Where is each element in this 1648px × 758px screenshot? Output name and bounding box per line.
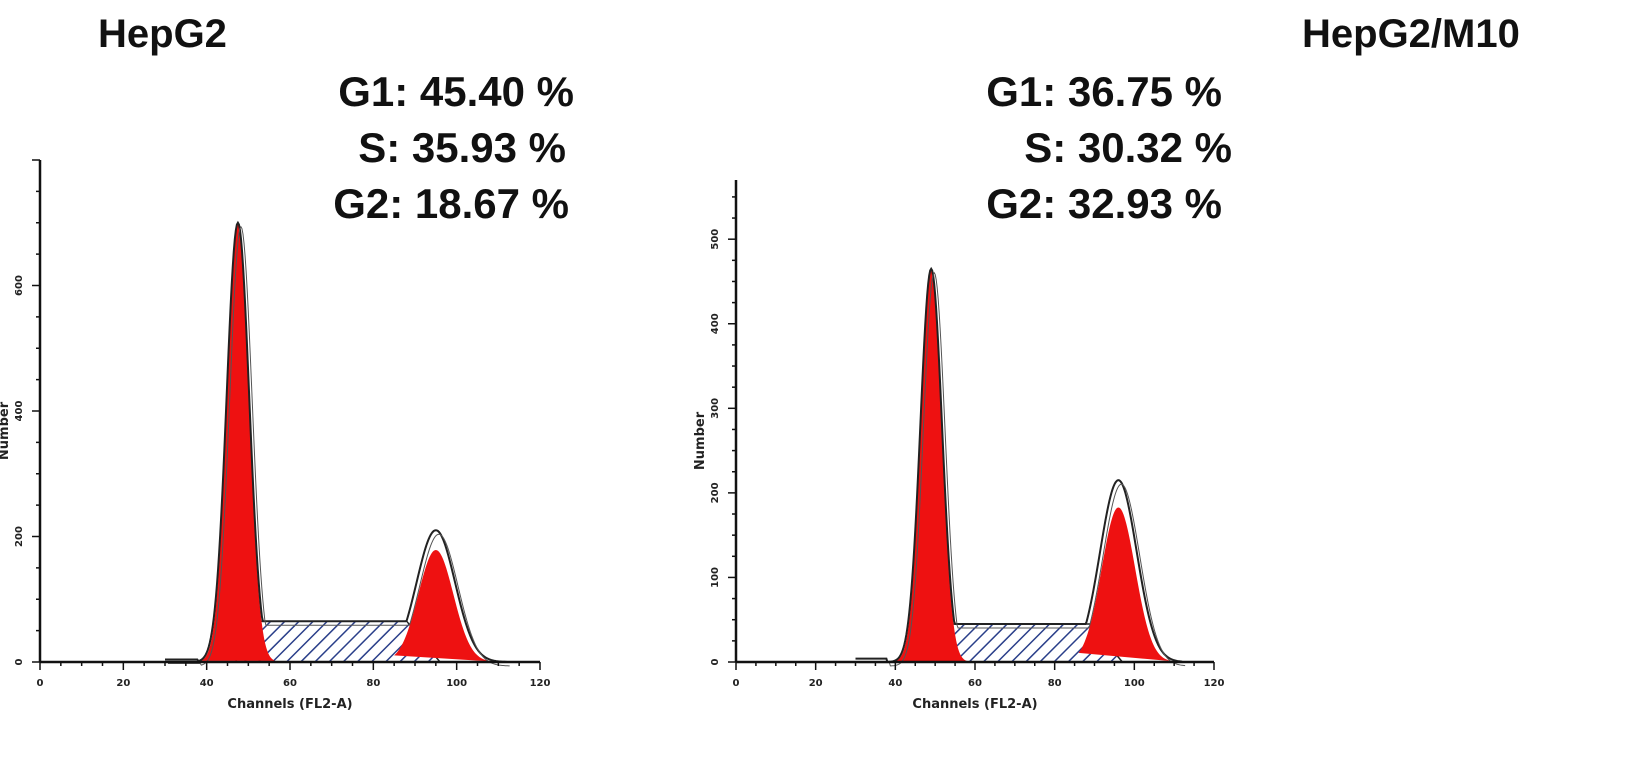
y-tick-label: 0 xyxy=(710,658,721,665)
phase-label-g1: G1: 45.40 % xyxy=(338,68,574,115)
x-tick-label: 60 xyxy=(968,678,982,689)
g1-peak xyxy=(200,222,276,661)
phase-label-g2: G2: 32.93 % xyxy=(986,180,1222,227)
histogram-outline-secondary xyxy=(858,271,1186,667)
y-tick-label: 400 xyxy=(710,313,721,334)
histogram-panel-hepg2: HepG2 G1: 45.40 % S: 35.93 % G2: 18.67 %… xyxy=(0,12,574,712)
y-axis-title: Number xyxy=(693,411,708,470)
y-tick-label: 0 xyxy=(14,658,25,665)
x-tick-label: 100 xyxy=(1124,678,1145,689)
histogram-panel-hepg2-m10: HepG2/M10 G1: 36.75 % S: 30.32 % G2: 32.… xyxy=(693,0,1648,758)
y-tick-label: 600 xyxy=(14,275,25,296)
x-tick-label: 20 xyxy=(116,678,130,689)
x-axis-title: Channels (FL2-A) xyxy=(912,697,1037,712)
phase-label-s: S: 30.32 % xyxy=(1024,124,1232,171)
x-tick-label: 120 xyxy=(1204,678,1225,689)
histogram-plot: 0 20 40 60 80 100 120 0 200 400 600 Channels (FL2-A… xyxy=(0,159,551,712)
y-tick-label: 300 xyxy=(710,398,721,419)
phase-label-s: S: 35.93 % xyxy=(358,124,566,171)
y-tick-label: 400 xyxy=(14,401,25,422)
histogram-plot: 0 20 40 60 80 100 120 0 100 200 300 400 500 Channels … xyxy=(693,180,1225,712)
g2-peak xyxy=(394,549,495,662)
panel-title: HepG2/M10 xyxy=(1302,12,1520,56)
x-tick-label: 80 xyxy=(1048,678,1062,689)
histogram-outline-secondary xyxy=(168,225,510,667)
g2-peak xyxy=(1078,507,1175,662)
phase-label-g1: G1: 36.75 % xyxy=(986,68,1222,115)
g1-peak xyxy=(895,268,968,662)
y-tick-label: 200 xyxy=(14,526,25,547)
x-axis-title: Channels (FL2-A) xyxy=(227,697,352,712)
x-tick-label: 0 xyxy=(733,678,740,689)
y-tick-label: 500 xyxy=(710,229,721,250)
histogram-outline xyxy=(855,266,1183,663)
x-tick-label: 20 xyxy=(809,678,823,689)
x-tick-label: 100 xyxy=(446,678,467,689)
histogram-outline xyxy=(165,220,507,663)
phase-label-g2: G2: 18.67 % xyxy=(333,180,569,227)
x-tick-label: 80 xyxy=(366,678,380,689)
y-axis-title: Number xyxy=(0,401,12,460)
x-tick-label: 40 xyxy=(888,678,902,689)
x-tick-label: 60 xyxy=(283,678,297,689)
x-tick-label: 0 xyxy=(37,678,44,689)
y-tick-label: 100 xyxy=(710,567,721,588)
panel-title: HepG2 xyxy=(98,12,227,56)
y-tick-label: 200 xyxy=(710,482,721,503)
x-tick-label: 120 xyxy=(530,678,551,689)
x-tick-label: 40 xyxy=(200,678,214,689)
